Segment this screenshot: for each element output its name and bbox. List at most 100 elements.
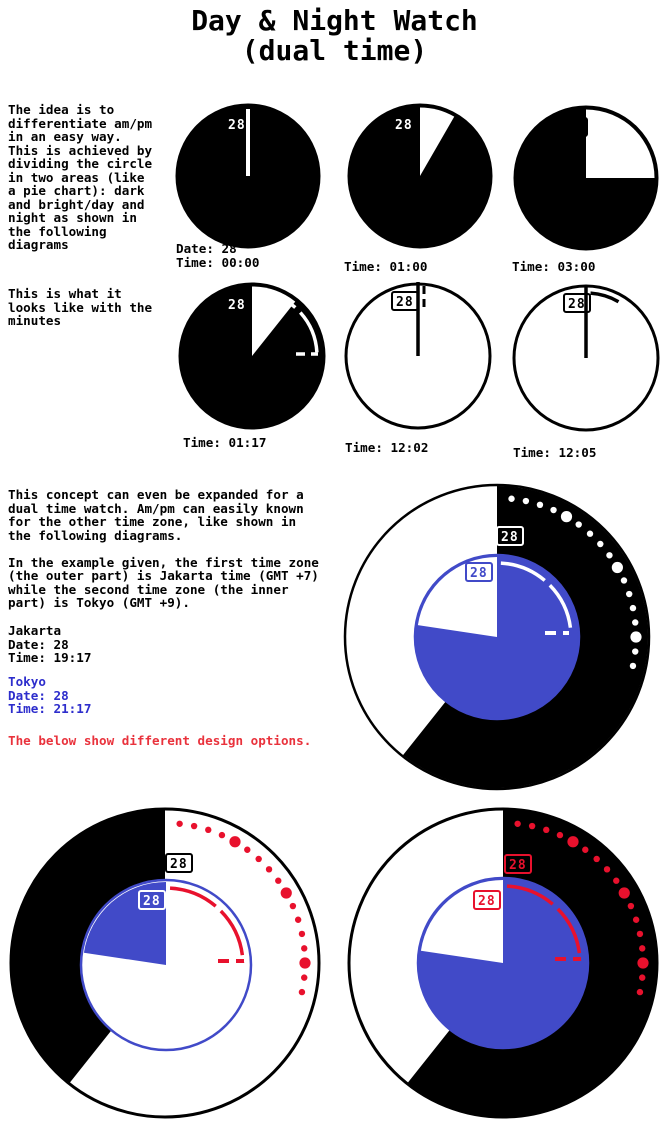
minute-dot <box>618 887 630 899</box>
minute-dot <box>637 957 649 969</box>
clock-time-01-00: 28 <box>347 103 493 249</box>
ampm-pie-slice <box>83 882 166 965</box>
minute-dot <box>639 945 646 952</box>
ampm-pie-slice <box>417 557 497 637</box>
clock2-caption: Time: 01:00 <box>344 259 428 274</box>
minute-dot <box>575 521 582 528</box>
minute-dot <box>567 836 579 848</box>
minute-dot <box>275 877 282 884</box>
minute-dot <box>265 866 273 873</box>
minute-dot <box>603 866 611 873</box>
date-display-frame <box>391 291 419 311</box>
minute-dot <box>556 831 564 839</box>
minute-dot <box>301 974 308 981</box>
minute-dot <box>190 822 198 830</box>
minute-dot <box>508 495 515 502</box>
minute-dot <box>597 540 604 548</box>
date-display-frame <box>560 117 588 137</box>
date-display: 28 <box>395 118 413 133</box>
minute-dot <box>289 902 297 910</box>
date-display-frame <box>465 562 493 582</box>
intro-paragraph: The idea is to differentiate am/pm in an… <box>8 102 153 252</box>
minute-dot <box>244 846 251 853</box>
date-display: 28 <box>470 566 488 581</box>
ampm-pie-slice <box>252 286 296 356</box>
minute-dot <box>632 916 640 923</box>
tokyo-time-block: Tokyo Date: 28 Time: 21:17 <box>8 674 92 716</box>
minute-dot <box>636 988 644 996</box>
minute-dot <box>582 846 589 853</box>
minute-dot <box>255 855 262 863</box>
date-display: 28 <box>568 297 586 312</box>
minute-dot <box>514 820 521 827</box>
minute-dot <box>620 577 628 584</box>
minute-dot <box>627 902 635 910</box>
minute-dot <box>632 619 639 626</box>
minute-dot <box>611 561 623 574</box>
minute-dot <box>586 530 594 537</box>
minute-dot <box>625 590 633 598</box>
minute-dot <box>218 831 226 839</box>
page-title: Day & Night Watch (dual time) <box>191 4 478 67</box>
minute-dot <box>543 826 550 834</box>
minute-dot <box>613 877 620 884</box>
minute-dot <box>629 662 637 670</box>
minute-dot <box>301 945 308 952</box>
minute-arc <box>500 561 573 635</box>
date-display-frame <box>138 890 166 910</box>
clock-time-12-05: 28 <box>512 284 660 432</box>
date-display: 28 <box>478 894 496 909</box>
minute-arc <box>169 886 245 963</box>
date-display: 28 <box>228 298 246 313</box>
clock-option2-inner: 28 <box>416 876 590 1050</box>
minute-dot <box>630 631 642 643</box>
date-display: 28 <box>228 118 246 133</box>
minute-dot <box>280 887 292 899</box>
date-display-frame <box>165 853 193 873</box>
clock-time-00-00: 28 <box>175 103 321 249</box>
ampm-pie-slice <box>586 109 655 178</box>
ampm-pie-slice <box>420 880 503 963</box>
minute-dot <box>298 930 306 938</box>
minute-dot <box>550 506 557 514</box>
date-display: 28 <box>565 121 583 136</box>
minute-dot <box>560 511 573 523</box>
date-display: 28 <box>501 530 519 545</box>
minutes-note: This is what it looks like with the minu… <box>8 286 153 328</box>
clock4-caption: Time: 01:17 <box>183 435 267 450</box>
date-display: 28 <box>396 295 414 310</box>
clock-time-12-02: 28 <box>344 282 492 430</box>
date-display-frame <box>496 526 524 546</box>
clock6-caption: Time: 12:05 <box>513 445 597 460</box>
clock-time-01-17: 28 <box>178 282 326 430</box>
date-display-frame <box>473 890 501 910</box>
date-display-frame <box>504 854 532 874</box>
clock-dual-main-inner-tokyo: 28 <box>413 553 581 721</box>
minute-arc <box>506 884 582 961</box>
minute-dot <box>299 957 311 969</box>
date-display: 28 <box>170 857 188 872</box>
minute-dot <box>528 822 536 830</box>
date-display-frame <box>563 293 591 313</box>
minute-dot <box>636 930 644 938</box>
clock3-caption: Time: 03:00 <box>512 259 596 274</box>
date-display: 28 <box>143 894 161 909</box>
jakarta-time-block: Jakarta Date: 28 Time: 19:17 <box>8 623 92 665</box>
minute-dot <box>639 974 646 981</box>
minute-dot <box>629 604 637 612</box>
design-options-note: The below show different design options. <box>8 733 312 748</box>
clock1-caption: Date: 28 Time: 00:00 <box>176 241 260 270</box>
minute-dot <box>536 501 544 509</box>
clock-time-03-00: 28 <box>513 105 659 251</box>
minute-arc <box>590 291 620 304</box>
minute-dot <box>176 820 183 827</box>
minute-dot <box>294 916 302 923</box>
minute-dot <box>632 648 639 655</box>
minute-dot <box>298 988 306 996</box>
minute-dot <box>593 855 600 863</box>
ampm-pie-slice <box>420 107 455 176</box>
dual-time-paragraph: This concept can even be expanded for a … <box>8 487 319 610</box>
clock-option1-inner: 28 <box>79 878 253 1052</box>
